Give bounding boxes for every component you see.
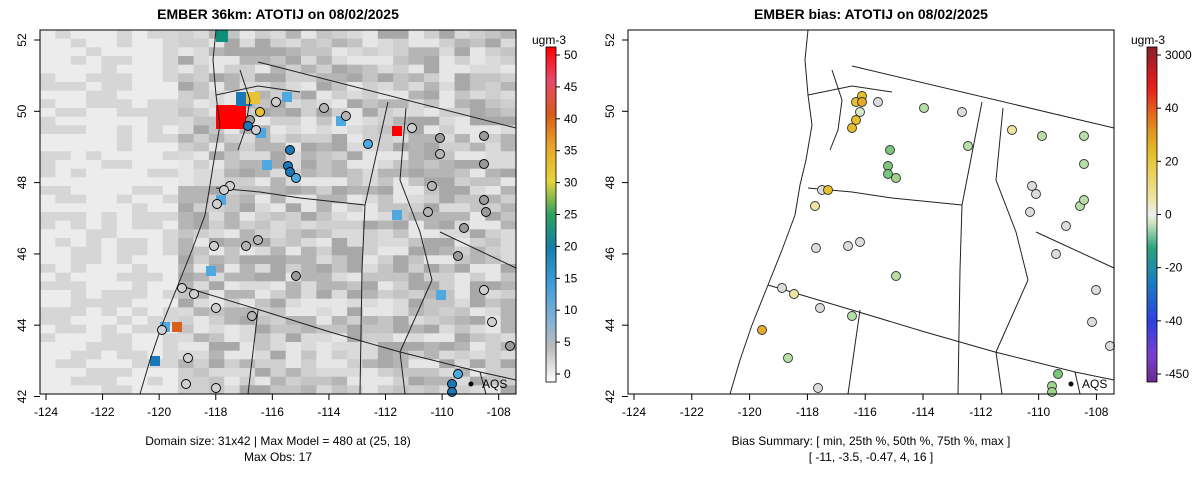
aqs-legend-label: AQS — [482, 377, 507, 391]
observation-point — [407, 123, 417, 133]
observation-point — [479, 195, 489, 205]
colorbar-tick-label: 50 — [564, 48, 578, 62]
left-colorbar-title: ugm-3 — [532, 33, 567, 47]
observation-point — [183, 353, 193, 363]
colorbar-tick-label: 20 — [564, 239, 578, 253]
colorbar-tick-label: 30 — [564, 176, 578, 190]
colorbar-tick-label: 25 — [564, 208, 578, 222]
observation-point — [251, 125, 261, 135]
left-footer-line1: Domain size: 31x42 | Max Model = 480 at … — [145, 434, 411, 448]
left-plot-frame — [39, 29, 517, 395]
y-tick-label: 52 — [15, 33, 29, 47]
observation-point — [177, 283, 187, 293]
left-x-axis: -124 -122 -120 -118 -116 -114 -112 -110 -108 — [34, 394, 511, 419]
y-tick-label: 44 — [15, 318, 29, 332]
x-tick-label: -120 — [147, 405, 171, 419]
observation-point — [243, 121, 253, 131]
observation-point — [505, 341, 515, 351]
colorbar-tick-label: 0 — [564, 367, 571, 381]
observation-point — [285, 167, 295, 177]
x-tick-label: -112 — [374, 405, 397, 419]
observation-point — [481, 207, 491, 217]
observation-point — [435, 149, 445, 159]
y-tick-label: 42 — [15, 390, 29, 404]
y-tick-label: 48 — [15, 176, 29, 190]
left-colorbar — [545, 46, 557, 383]
colorbar-tick-label: 15 — [564, 271, 578, 285]
x-tick-label: -116 — [261, 405, 284, 419]
observation-point — [459, 223, 469, 233]
aqs-observation-points — [157, 97, 515, 397]
observation-point — [212, 199, 222, 209]
observation-point — [211, 383, 221, 393]
observation-point — [423, 207, 433, 217]
observation-point — [189, 289, 199, 299]
observation-point — [241, 241, 251, 251]
observation-point — [255, 107, 265, 117]
observation-point — [209, 241, 219, 251]
x-tick-label: -118 — [204, 405, 227, 419]
y-tick-label: 46 — [15, 247, 29, 261]
observation-point — [479, 285, 489, 295]
x-tick-label: -108 — [487, 405, 511, 419]
aqs-legend-dot — [468, 381, 474, 387]
colorbar-tick-label: 35 — [564, 144, 578, 158]
observation-point — [341, 111, 351, 121]
x-tick-label: -110 — [431, 405, 454, 419]
observation-point — [291, 271, 301, 281]
observation-point — [319, 103, 329, 113]
observation-point — [447, 387, 457, 397]
left-footer-line2: Max Obs: 17 — [243, 450, 313, 464]
observation-point — [253, 235, 263, 245]
observation-point — [285, 145, 295, 155]
observation-point — [435, 133, 445, 143]
observation-point — [291, 173, 301, 183]
observation-point — [487, 317, 497, 327]
observation-point — [157, 325, 167, 335]
observation-point — [181, 379, 191, 389]
right-colorbar-title: ugm-3 — [1131, 33, 1166, 47]
observation-point — [427, 181, 437, 191]
x-tick-label: -114 — [317, 405, 340, 419]
left-y-axis: 52 50 48 46 44 42 — [15, 33, 40, 403]
right-footer-line2: [ -11, -3.5, -0.47, 4, 16 ] — [808, 450, 934, 464]
observation-point — [363, 139, 373, 149]
colorbar-tick-label: 45 — [564, 80, 578, 94]
left-panel-title: EMBER 36km: ATOTIJ on 08/02/2025 — [157, 6, 399, 22]
observation-point — [453, 251, 463, 261]
observation-point — [479, 159, 489, 169]
right-footer-line1: Bias Summary: [ min, 25th %, 50th %, 75t… — [731, 434, 1011, 448]
x-tick-label: -124 — [34, 405, 58, 419]
observation-point — [211, 303, 221, 313]
observation-point — [247, 311, 257, 321]
colorbar-tick-label: 40 — [564, 112, 578, 126]
colorbar-tick-label: 10 — [564, 303, 578, 317]
colorbar-tick-label: 5 — [564, 335, 571, 349]
x-tick-label: -122 — [91, 405, 115, 419]
y-tick-label: 50 — [15, 104, 29, 118]
observation-point — [479, 131, 489, 141]
observation-point — [453, 369, 463, 379]
right-panel-title: EMBER bias: ATOTIJ on 08/02/2025 — [754, 6, 988, 22]
model-grid-cells — [40, 30, 517, 395]
observation-point — [271, 97, 281, 107]
observation-point — [219, 185, 229, 195]
